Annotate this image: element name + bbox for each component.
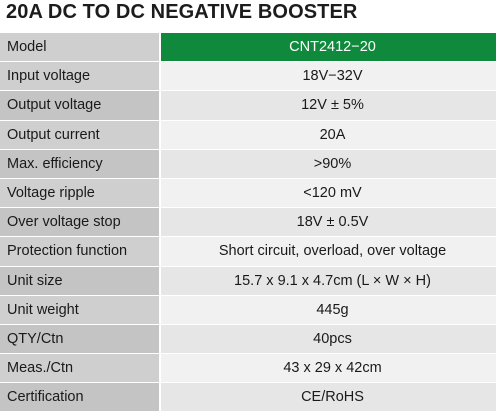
row-label: QTY/Ctn: [0, 324, 161, 355]
row-label: Unit size: [0, 266, 161, 296]
row-value: 40pcs: [160, 324, 496, 355]
row-value: CE/RoHS: [160, 382, 496, 413]
row-label: Meas./Ctn: [0, 353, 161, 384]
table-row-model: Model CNT2412−20: [0, 33, 496, 63]
table-row-unit-weight: Unit weight 445g: [0, 295, 496, 325]
table-row-qty-ctn: QTY/Ctn 40pcs: [0, 324, 496, 355]
table-row-certification: Certification CE/RoHS: [0, 382, 496, 413]
row-label: Max. efficiency: [0, 149, 161, 179]
row-value: 18V ± 0.5V: [160, 207, 496, 238]
row-label: Certification: [0, 382, 161, 413]
row-label: Model: [0, 33, 161, 63]
row-label: Output voltage: [0, 90, 161, 121]
row-value: 15.7 x 9.1 x 4.7cm (L × W × H): [160, 266, 496, 296]
row-value: <120 mV: [160, 178, 496, 209]
table-row-input-voltage: Input voltage 18V−32V: [0, 61, 496, 92]
row-label: Protection function: [0, 236, 161, 267]
row-value: 18V−32V: [160, 61, 496, 92]
table-row-unit-size: Unit size 15.7 x 9.1 x 4.7cm (L × W × H): [0, 266, 496, 296]
spec-table: Model CNT2412−20 Input voltage 18V−32V O…: [0, 33, 496, 413]
row-label: Unit weight: [0, 295, 161, 325]
row-value: Short circuit, overload, over voltage: [160, 236, 496, 267]
row-label: Output current: [0, 120, 161, 150]
table-row-protection-function: Protection function Short circuit, overl…: [0, 236, 496, 267]
table-row-output-voltage: Output voltage 12V ± 5%: [0, 90, 496, 121]
row-value: 12V ± 5%: [160, 90, 496, 121]
table-row-voltage-ripple: Voltage ripple <120 mV: [0, 178, 496, 209]
page-title: 20A DC TO DC NEGATIVE BOOSTER: [6, 1, 358, 23]
row-label: Input voltage: [0, 61, 161, 92]
row-value: 43 x 29 x 42cm: [160, 353, 496, 384]
table-row-meas-ctn: Meas./Ctn 43 x 29 x 42cm: [0, 353, 496, 384]
table-row-max-efficiency: Max. efficiency >90%: [0, 149, 496, 179]
table-row-output-current: Output current 20A: [0, 120, 496, 150]
row-value: >90%: [160, 149, 496, 179]
row-value: CNT2412−20: [160, 33, 496, 63]
row-label: Over voltage stop: [0, 207, 161, 238]
row-value: 445g: [160, 295, 496, 325]
row-label: Voltage ripple: [0, 178, 161, 209]
row-value: 20A: [160, 120, 496, 150]
table-row-over-voltage-stop: Over voltage stop 18V ± 0.5V: [0, 207, 496, 238]
